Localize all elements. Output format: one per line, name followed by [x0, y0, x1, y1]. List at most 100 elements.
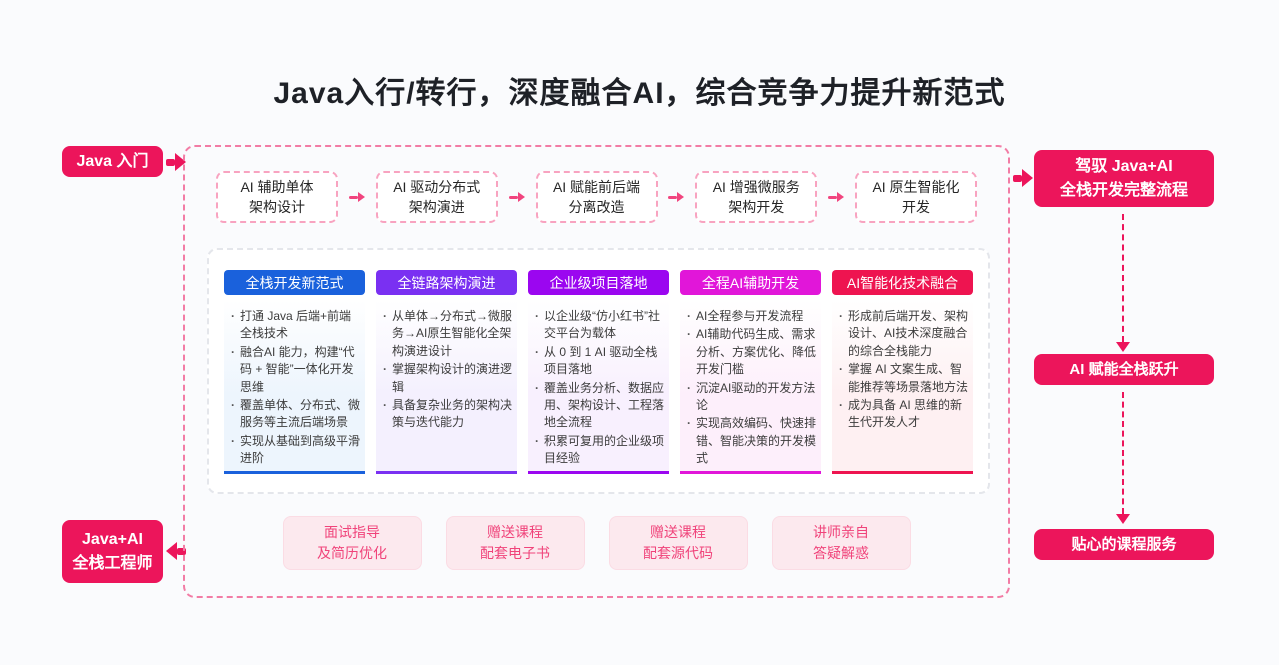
column-body: 从单体→分布式→微服务→AI原生智能化全架构演进设计 掌握架构设计的演进逻辑 具…	[376, 300, 517, 474]
bullet-item: 沉淀AI驱动的开发方法论	[686, 380, 816, 415]
flow-step-line2: 架构设计	[249, 199, 305, 215]
flow-step-line2: 架构演进	[408, 199, 465, 215]
arrow-bar	[508, 195, 518, 199]
service-instructor-qa: 讲师亲自 答疑解惑	[771, 516, 911, 570]
bullet-item: 掌握 AI 文案生成、智能推荐等场景落地方法	[838, 361, 968, 396]
badge-java-intro-label: Java 入门	[76, 152, 149, 170]
bullet-item: 积累可复用的企业级项目经验	[534, 433, 664, 468]
bullet-item: AI全程参与开发流程	[686, 308, 816, 326]
bullet-item: 实现高效编码、快速排错、智能决策的开发模式	[686, 415, 816, 467]
arrow-bar	[1013, 174, 1022, 182]
column-header: 全栈开发新范式	[224, 270, 365, 295]
flow-step-line2: 开发	[902, 199, 930, 215]
arrow-head	[677, 192, 685, 202]
badge-fullstack-engineer-line2: 全栈工程师	[72, 554, 153, 572]
flow-step-line1: AI 赋能前后端	[552, 178, 641, 195]
badge-master-fullstack-flow: 驾驭 Java+AI 全栈开发完整流程	[1034, 150, 1214, 207]
arrow-head	[166, 542, 177, 560]
flow-step-microservices: AI 增强微服务 架构开发	[695, 171, 818, 223]
arrow-right-icon	[828, 192, 845, 202]
service-line1: 面试指导	[324, 524, 380, 540]
arrow-right-icon	[348, 192, 365, 202]
bullet-item: 掌握架构设计的演进逻辑	[382, 361, 512, 396]
flow-step-monolith-design: AI 辅助单体 架构设计	[216, 171, 338, 223]
service-line2: 配套电子书	[480, 545, 550, 561]
badge-course-service-label: 贴心的课程服务	[1071, 535, 1177, 553]
bullet-item: 覆盖单体、分布式、微服务等主流后端场景	[230, 397, 360, 432]
service-line1: 赠送课程	[487, 524, 543, 540]
flow-step-line1: AI 增强微服务	[712, 178, 800, 195]
column-header: AI智能化技术融合	[832, 270, 973, 295]
service-line1: 赠送课程	[650, 524, 706, 540]
bullet-item: 形成前后端开发、架构设计、AI技术深度融合的综合全栈能力	[838, 308, 968, 360]
flow-step-ai-native: AI 原生智能化 开发	[855, 171, 977, 223]
arrow-head	[175, 153, 186, 171]
arrow-right-icon	[668, 192, 685, 202]
capability-card: 全栈开发新范式 打通 Java 后端+前端全栈技术 融合AI 能力，构建“代码 …	[207, 248, 990, 494]
arrow-bar	[668, 195, 678, 199]
service-line2: 答疑解惑	[813, 545, 869, 561]
column-body: 打通 Java 后端+前端全栈技术 融合AI 能力，构建“代码 + 智能”一体化…	[224, 300, 365, 474]
bullet-item: 成为具备 AI 思维的新生代开发人才	[838, 397, 968, 432]
column-header: 企业级项目落地	[528, 270, 669, 295]
page-title: Java入行/转行，深度融合AI，综合竞争力提升新范式	[273, 77, 1006, 110]
arrow-down-icon	[1116, 342, 1130, 352]
flow-step-line1: AI 辅助单体	[240, 178, 314, 195]
arrow-right-icon	[1013, 169, 1033, 187]
arrow-bar	[348, 195, 358, 199]
badge-course-service: 贴心的课程服务	[1034, 529, 1214, 560]
badge-master-fullstack-flow-line1: 驾驭 Java+AI	[1075, 158, 1173, 176]
arrow-head	[357, 192, 365, 202]
badge-fullstack-engineer: Java+AI 全栈工程师	[62, 520, 163, 583]
bullet-item: 从 0 到 1 AI 驱动全栈项目落地	[534, 344, 664, 379]
arrow-head	[517, 192, 525, 202]
bullet-item: 融合AI 能力，构建“代码 + 智能”一体化开发思维	[230, 344, 360, 396]
arrow-bar	[828, 195, 838, 199]
arrow-bar	[166, 158, 175, 166]
arrow-left-icon	[166, 542, 186, 560]
flow-step-frontend-backend-split: AI 赋能前后端 分离改造	[535, 171, 658, 223]
bullet-item: 具备复杂业务的架构决策与迭代能力	[382, 397, 512, 432]
column-ai-assisted-dev: 全程AI辅助开发 AI全程参与开发流程 AI辅助代码生成、需求分析、方案优化、降…	[680, 270, 821, 492]
arrow-bar	[177, 547, 186, 555]
service-line1: 讲师亲自	[813, 524, 869, 540]
arrow-right-icon	[508, 192, 525, 202]
column-architecture-evolution: 全链路架构演进 从单体→分布式→微服务→AI原生智能化全架构演进设计 掌握架构设…	[376, 270, 517, 492]
column-fullstack-paradigm: 全栈开发新范式 打通 Java 后端+前端全栈技术 融合AI 能力，构建“代码 …	[224, 270, 365, 492]
column-body: AI全程参与开发流程 AI辅助代码生成、需求分析、方案优化、降低开发门槛 沉淀A…	[680, 300, 821, 474]
badge-ai-fullstack-leap: AI 赋能全栈跃升	[1034, 354, 1214, 385]
flow-step-line1: AI 驱动分布式	[393, 178, 481, 195]
column-enterprise-project: 企业级项目落地 以企业级“仿小红书”社交平台为载体 从 0 到 1 AI 驱动全…	[528, 270, 669, 492]
service-line2: 配套源代码	[643, 545, 713, 561]
column-body: 以企业级“仿小红书”社交平台为载体 从 0 到 1 AI 驱动全栈项目落地 覆盖…	[528, 300, 669, 474]
service-line2: 及简历优化	[317, 545, 387, 561]
bullet-item: 从单体→分布式→微服务→AI原生智能化全架构演进设计	[382, 308, 512, 360]
badge-java-intro: Java 入门	[62, 146, 163, 177]
flow-step-line1: AI 原生智能化	[872, 178, 960, 195]
flow-row: AI 辅助单体 架构设计 AI 驱动分布式 架构演进 AI 赋能前后端 分离改造…	[185, 171, 1008, 223]
badge-ai-fullstack-leap-label: AI 赋能全栈跃升	[1069, 360, 1179, 378]
dashed-connector-vertical	[1122, 392, 1124, 514]
flow-step-line2: 分离改造	[568, 199, 625, 215]
column-body: 形成前后端开发、架构设计、AI技术深度融合的综合全栈能力 掌握 AI 文案生成、…	[832, 300, 973, 474]
services-row: 面试指导 及简历优化 赠送课程 配套电子书 赠送课程 配套源代码 讲师亲自 答疑…	[185, 516, 1008, 570]
column-header: 全链路架构演进	[376, 270, 517, 295]
badge-master-fullstack-flow-line2: 全栈开发完整流程	[1059, 181, 1188, 199]
bullet-item: 以企业级“仿小红书”社交平台为载体	[534, 308, 664, 343]
flow-step-distributed-evolution: AI 驱动分布式 架构演进	[375, 171, 498, 223]
arrow-right-icon	[166, 153, 186, 171]
bullet-item: 实现从基础到高级平滑进阶	[230, 433, 360, 468]
dashed-connector-vertical	[1122, 214, 1124, 342]
arrow-head	[1022, 169, 1033, 187]
badge-fullstack-engineer-line1: Java+AI	[82, 531, 143, 549]
curriculum-frame: AI 辅助单体 架构设计 AI 驱动分布式 架构演进 AI 赋能前后端 分离改造…	[183, 145, 1010, 598]
service-source-code: 赠送课程 配套源代码	[608, 516, 748, 570]
bullet-item: 覆盖业务分析、数据应用、架构设计、工程落地全流程	[534, 380, 664, 432]
column-ai-tech-fusion: AI智能化技术融合 形成前后端开发、架构设计、AI技术深度融合的综合全栈能力 掌…	[832, 270, 973, 492]
bullet-item: 打通 Java 后端+前端全栈技术	[230, 308, 360, 343]
arrow-down-icon	[1116, 514, 1130, 524]
service-interview-guidance: 面试指导 及简历优化	[282, 516, 422, 570]
flow-step-line2: 架构开发	[728, 199, 785, 215]
service-free-ebook: 赠送课程 配套电子书	[445, 516, 585, 570]
arrow-head	[837, 192, 845, 202]
